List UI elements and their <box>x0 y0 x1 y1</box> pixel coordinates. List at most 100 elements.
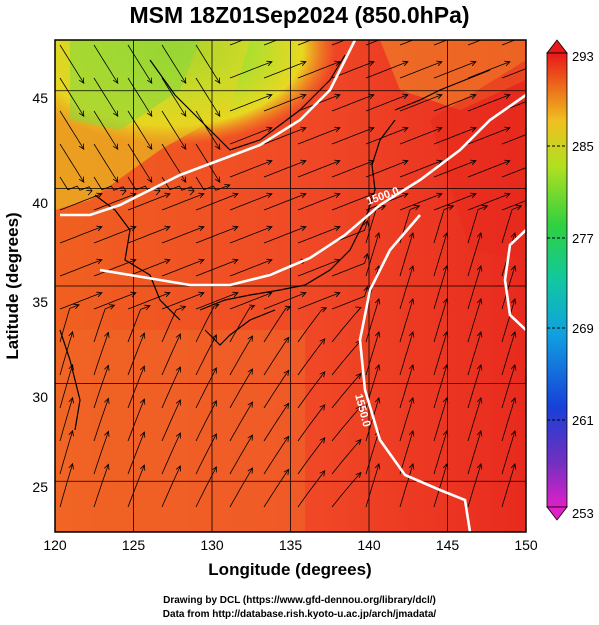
streamline <box>263 469 290 508</box>
streamline-arrowhead <box>198 192 205 199</box>
streamline-arrowhead <box>510 232 517 239</box>
streamline-arrowhead <box>112 176 119 183</box>
streamline-arrowhead <box>247 335 253 342</box>
streamline-arrowhead <box>214 77 221 84</box>
streamline <box>297 404 326 442</box>
streamline-arrowhead <box>120 190 127 196</box>
streamline <box>229 434 253 475</box>
streamline-arrowhead <box>96 225 103 232</box>
streamline <box>161 432 181 475</box>
streamline <box>297 127 341 145</box>
colorbar-top-arrow <box>546 39 568 54</box>
streamline-arrowhead <box>319 437 326 444</box>
streamline <box>195 259 239 277</box>
streamline-arrowhead <box>402 126 409 133</box>
streamline <box>433 331 448 376</box>
streamline-arrowhead <box>146 143 153 150</box>
streamline <box>399 331 414 376</box>
streamline <box>127 431 145 475</box>
streamline <box>263 292 307 310</box>
x-tick-label: 140 <box>357 537 381 553</box>
streamline <box>93 292 137 310</box>
streamline-arrowhead <box>247 368 253 375</box>
streamline-arrowhead <box>334 159 341 166</box>
streamline <box>263 370 290 409</box>
streamline-arrowhead <box>436 93 443 100</box>
streamline <box>433 193 477 211</box>
streamline-arrowhead <box>175 465 181 472</box>
streamline <box>195 44 221 84</box>
streamline <box>229 305 255 343</box>
streamline-arrowhead <box>334 126 341 133</box>
streamline <box>501 167 526 178</box>
streamline <box>399 193 443 211</box>
streamline-arrowhead <box>232 192 239 199</box>
streamline-arrowhead <box>266 93 273 100</box>
streamline-arrowhead <box>146 77 153 84</box>
streamline <box>433 232 448 277</box>
streamline <box>161 143 187 183</box>
streamline-arrowhead <box>96 258 103 265</box>
streamline-arrowhead <box>164 291 171 298</box>
streamline <box>331 406 362 442</box>
streamline <box>59 292 103 310</box>
streamline-arrowhead <box>374 397 381 404</box>
streamline <box>297 437 326 475</box>
streamline <box>229 401 253 442</box>
streamline <box>399 298 414 343</box>
streamline <box>229 61 273 79</box>
streamline-arrowhead <box>408 232 415 239</box>
streamline <box>433 463 448 508</box>
streamline <box>433 40 449 46</box>
x-tick-label: 120 <box>43 537 67 553</box>
credit-drawing: Drawing by DCL (https://www.gfd-dennou.o… <box>163 595 436 606</box>
streamline <box>195 304 219 343</box>
streamline <box>59 259 103 277</box>
streamline <box>195 77 221 117</box>
streamline-arrowhead <box>504 159 511 166</box>
streamline <box>59 364 73 409</box>
streamline <box>297 338 326 376</box>
streamline-arrowhead <box>510 463 517 470</box>
streamline-arrowhead <box>319 470 326 477</box>
streamline-arrowhead <box>198 258 205 265</box>
streamline-arrowhead <box>73 303 80 310</box>
streamline-arrowhead <box>334 225 341 232</box>
streamline <box>399 397 414 442</box>
streamline-arrowhead <box>476 232 483 239</box>
streamline <box>195 433 217 475</box>
streamline <box>127 77 153 117</box>
streamline <box>467 265 482 310</box>
streamline-arrowhead <box>504 60 511 67</box>
streamline-arrowhead <box>320 307 328 313</box>
streamline <box>93 176 127 192</box>
streamline <box>467 94 511 112</box>
streamline-arrowhead <box>78 143 85 150</box>
streamline <box>195 110 221 150</box>
streamline-arrowhead <box>538 160 544 165</box>
streamline-arrowhead <box>104 364 110 371</box>
streamline <box>127 365 145 409</box>
streamline-arrowhead <box>470 159 477 166</box>
streamline <box>365 430 380 475</box>
streamline-arrowhead <box>198 225 205 232</box>
streamline-arrowhead <box>334 192 341 199</box>
streamline <box>399 94 443 112</box>
streamline-arrowhead <box>538 94 544 99</box>
streamline <box>263 40 279 46</box>
streamline-arrowhead <box>175 432 181 439</box>
streamline-arrowhead <box>300 192 307 199</box>
streamline-arrowhead <box>334 28 340 33</box>
streamline <box>501 200 526 211</box>
streamline <box>263 337 290 376</box>
colorbar-label: 293 <box>572 49 594 64</box>
streamline-arrowhead <box>355 372 362 380</box>
streamline-arrowhead <box>402 93 409 100</box>
streamline-arrowhead <box>538 61 544 66</box>
streamline-arrowhead <box>283 402 290 409</box>
y-tick-label: 35 <box>32 294 48 310</box>
streamline <box>127 259 171 277</box>
streamline-arrowhead <box>510 331 517 338</box>
streamline <box>501 331 516 376</box>
